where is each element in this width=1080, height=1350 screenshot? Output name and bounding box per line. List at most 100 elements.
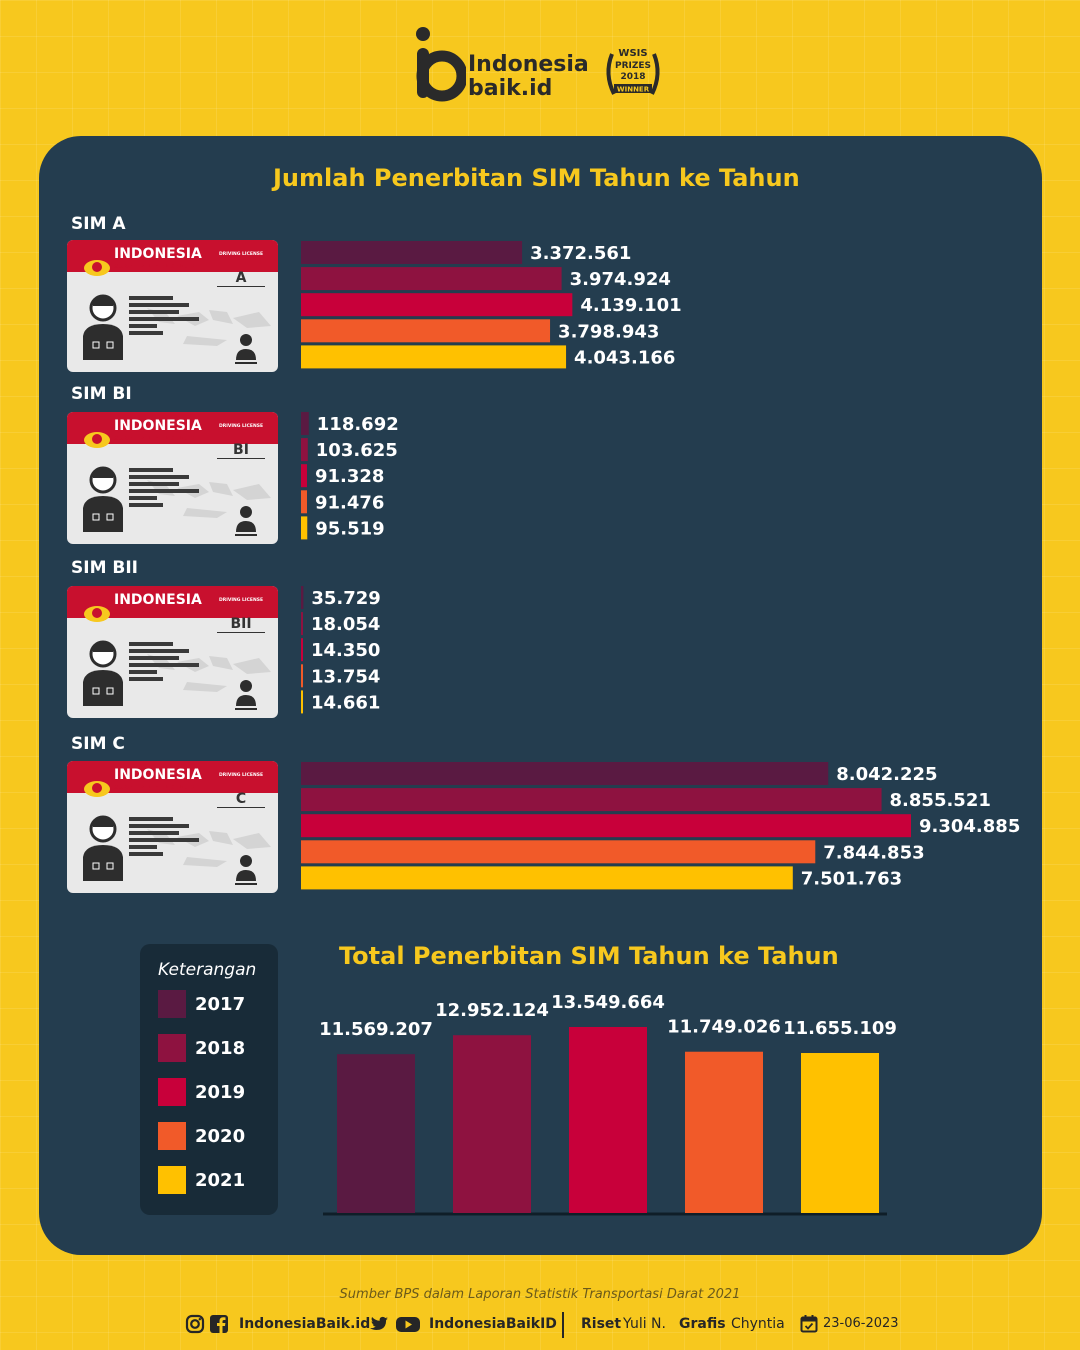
card-subtitle: SURAT IZIN MENGEMUDI xyxy=(114,784,197,791)
card-license-text: DRIVING LICENSE xyxy=(219,252,264,257)
sim-a-value-2020: 3.798.943 xyxy=(558,321,659,342)
legend-label-2021: 2021 xyxy=(195,1170,246,1191)
card-subtitle: SURAT IZIN MENGEMUDI xyxy=(114,609,197,616)
sim-a-value-2019: 4.139.101 xyxy=(580,295,681,316)
footer-divider xyxy=(562,1312,564,1338)
sim-a-bar-2020 xyxy=(301,319,551,343)
sim-bi-label: SIM BI xyxy=(71,384,132,404)
wsis-line2: PRIZES xyxy=(615,61,651,71)
sim-bi-bar-2021 xyxy=(301,516,308,540)
mini-photo-icon xyxy=(235,855,257,885)
card-text-lines xyxy=(129,468,199,510)
card-country: INDONESIA xyxy=(114,767,202,783)
legend-item-2019: 2019 xyxy=(158,1078,268,1108)
brand-logo-icon xyxy=(416,27,466,102)
sim-bii-value-2018: 18.054 xyxy=(311,614,380,635)
mini-photo-icon xyxy=(235,334,257,364)
sim-bi-bar-2019 xyxy=(301,464,307,488)
sim-a-bar-2021 xyxy=(301,345,567,369)
instagram-icon[interactable] xyxy=(185,1314,205,1334)
card-license-text: DRIVING LICENSE xyxy=(219,598,264,603)
sim-c-bar-2018 xyxy=(301,788,882,812)
sim-c-label: SIM C xyxy=(71,734,125,754)
person-photo-icon xyxy=(83,466,123,532)
mini-photo-icon xyxy=(235,506,257,536)
footer-date: 23-06-2023 xyxy=(823,1316,899,1331)
sim-a-value-2018: 3.974.924 xyxy=(570,269,671,290)
person-photo-icon xyxy=(83,815,123,881)
card-class: C xyxy=(217,791,265,808)
card-subtitle: SURAT IZIN MENGEMUDI xyxy=(114,435,197,442)
sim-a-bar-2018 xyxy=(301,267,562,291)
sim-bii-bar-2017 xyxy=(301,586,304,609)
sim-bi-value-2017: 118.692 xyxy=(317,414,399,435)
sim-a-label: SIM A xyxy=(71,214,126,234)
legend-label-2017: 2017 xyxy=(195,994,246,1015)
card-class: BI xyxy=(217,442,265,459)
sim-c-value-2017: 8.042.225 xyxy=(836,764,937,785)
legend-swatch-2020 xyxy=(158,1122,186,1150)
card-class: BII xyxy=(217,616,265,633)
sim-bii-value-2021: 14.661 xyxy=(311,692,380,713)
legend-item-2020: 2020 xyxy=(158,1122,268,1152)
wsis-line1: WSIS xyxy=(618,48,647,59)
sim-card-bi: INDONESIA SURAT IZIN MENGEMUDI DRIVING L… xyxy=(67,412,278,544)
sim-c-value-2018: 8.855.521 xyxy=(890,790,991,811)
indonesia-map-icon xyxy=(147,829,271,867)
total-value-2019: 13.549.664 xyxy=(551,992,665,1013)
total-bar-2020 xyxy=(685,1051,763,1213)
calendar-icon xyxy=(800,1315,818,1333)
sim-a-value-2017: 3.372.561 xyxy=(530,243,631,264)
total-bar-2019 xyxy=(569,1027,647,1213)
legend-swatch-2019 xyxy=(158,1078,186,1106)
legend: Keterangan 2017 2018 2019 2020 2021 xyxy=(140,944,278,1215)
mini-photo-icon xyxy=(235,680,257,710)
legend-swatch-2021 xyxy=(158,1166,186,1194)
legend-swatch-2017 xyxy=(158,990,186,1018)
wsis-award-badge: WSIS PRIZES 2018 WINNER xyxy=(606,48,660,95)
twitter-icon[interactable] xyxy=(369,1314,389,1334)
bar-charts: 3.372.561 3.974.924 4.139.101 3.798.943 4.04… xyxy=(301,241,1020,1216)
indonesia-map-icon xyxy=(147,308,271,346)
legend-title: Keterangan xyxy=(158,960,257,980)
riset-label: Riset xyxy=(581,1316,622,1332)
sim-bii-bar-2020 xyxy=(301,664,303,688)
sim-a-value-2021: 4.043.166 xyxy=(574,347,675,368)
total-bar-2018 xyxy=(453,1035,531,1213)
card-text-lines xyxy=(129,642,199,684)
police-emblem-icon xyxy=(84,606,110,622)
grafis-label: Grafis xyxy=(679,1316,726,1332)
card-license-text: DRIVING LICENSE xyxy=(219,773,264,778)
youtube-icon[interactable] xyxy=(395,1314,421,1334)
police-emblem-icon xyxy=(84,781,110,797)
brand-name-line2: baik.id xyxy=(468,76,553,101)
total-bar-2017 xyxy=(337,1054,415,1213)
footer-handle-1[interactable]: IndonesiaBaik.id xyxy=(239,1316,371,1332)
footer-handle-2[interactable]: IndonesiaBaikID xyxy=(429,1316,557,1332)
legend-swatch-2018 xyxy=(158,1034,186,1062)
source-note: Sumber BPS dalam Laporan Statistik Trans… xyxy=(0,1287,1080,1302)
sim-card-bii: INDONESIA SURAT IZIN MENGEMUDI DRIVING L… xyxy=(67,586,278,718)
facebook-icon[interactable] xyxy=(209,1314,229,1334)
card-text-lines xyxy=(129,296,199,338)
police-emblem-icon xyxy=(84,260,110,276)
card-class: A xyxy=(217,270,265,287)
sim-c-value-2020: 7.844.853 xyxy=(823,842,924,863)
sim-bii-bar-2021 xyxy=(301,690,303,714)
sim-c-value-2019: 9.304.885 xyxy=(919,816,1020,837)
sim-bi-bar-2017 xyxy=(301,412,309,435)
legend-item-2018: 2018 xyxy=(158,1034,268,1064)
total-value-2018: 12.952.124 xyxy=(435,1000,549,1021)
brand-logo: Indonesia baik.id WSIS PRIZES 2018 WINNE… xyxy=(414,26,674,106)
sim-card-c: INDONESIA SURAT IZIN MENGEMUDI DRIVING L… xyxy=(67,761,278,893)
legend-item-2021: 2021 xyxy=(158,1166,268,1196)
sim-bii-label: SIM BII xyxy=(71,558,139,578)
sim-bi-bar-2020 xyxy=(301,490,307,514)
sim-bii-value-2020: 13.754 xyxy=(311,666,380,687)
wsis-line4: WINNER xyxy=(617,86,650,94)
police-emblem-icon xyxy=(84,432,110,448)
sim-card-a: INDONESIA SURAT IZIN MENGEMUDI DRIVING L… xyxy=(67,240,278,372)
legend-item-2017: 2017 xyxy=(158,990,268,1020)
sim-bi-value-2018: 103.625 xyxy=(316,440,398,461)
wsis-line3: 2018 xyxy=(620,72,645,82)
